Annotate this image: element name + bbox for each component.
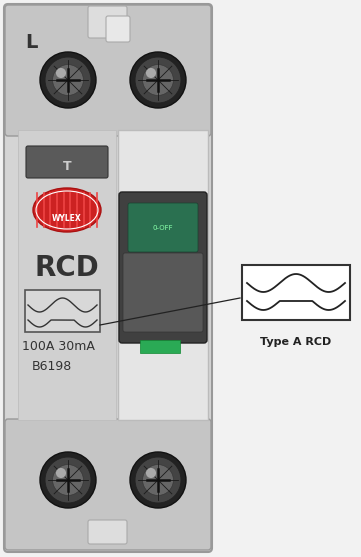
FancyBboxPatch shape [106, 16, 130, 42]
Circle shape [143, 465, 173, 495]
FancyBboxPatch shape [4, 4, 212, 552]
Circle shape [53, 465, 83, 495]
Bar [18, 130, 116, 420]
Text: T: T [63, 159, 71, 173]
FancyBboxPatch shape [26, 146, 108, 178]
Bar [25, 290, 100, 332]
FancyBboxPatch shape [123, 253, 203, 332]
Ellipse shape [33, 188, 101, 232]
Circle shape [143, 65, 173, 95]
Text: RCD: RCD [35, 254, 99, 282]
Circle shape [45, 57, 91, 103]
Circle shape [56, 468, 66, 478]
Circle shape [146, 468, 156, 478]
Text: B6198: B6198 [32, 360, 72, 373]
Circle shape [40, 52, 96, 108]
FancyBboxPatch shape [5, 5, 211, 136]
FancyBboxPatch shape [119, 192, 207, 343]
Bar [140, 340, 180, 353]
Circle shape [130, 52, 186, 108]
Text: 100A 30mA: 100A 30mA [22, 340, 95, 353]
Circle shape [56, 68, 66, 78]
Text: Type A RCD: Type A RCD [260, 337, 332, 347]
Circle shape [130, 452, 186, 508]
Bar [118, 130, 208, 420]
Circle shape [135, 457, 181, 503]
FancyBboxPatch shape [88, 6, 127, 38]
FancyBboxPatch shape [128, 203, 198, 252]
FancyBboxPatch shape [88, 520, 127, 544]
Circle shape [146, 68, 156, 78]
Circle shape [135, 57, 181, 103]
Circle shape [53, 65, 83, 95]
Bar [242, 265, 350, 320]
Text: 0-OFF: 0-OFF [153, 225, 173, 231]
Text: L: L [25, 33, 38, 52]
Circle shape [40, 452, 96, 508]
Circle shape [45, 457, 91, 503]
FancyBboxPatch shape [5, 419, 211, 550]
Text: WYLEX: WYLEX [52, 213, 82, 222]
